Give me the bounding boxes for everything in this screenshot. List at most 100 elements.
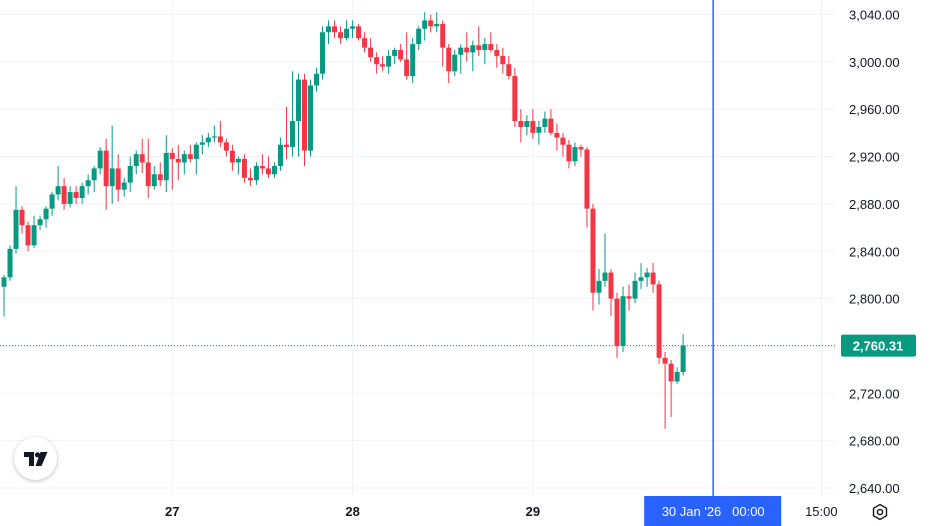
candle[interactable] — [13, 186, 19, 254]
candle[interactable] — [259, 154, 265, 175]
candle[interactable] — [356, 23, 362, 41]
candle[interactable] — [614, 292, 620, 358]
candle[interactable] — [434, 12, 440, 33]
candle[interactable] — [61, 177, 67, 210]
candle[interactable] — [566, 139, 572, 169]
candle[interactable] — [650, 263, 656, 293]
candle[interactable] — [452, 50, 458, 77]
candle[interactable] — [314, 67, 320, 92]
candle[interactable] — [626, 284, 632, 311]
candle[interactable] — [121, 177, 127, 197]
candle[interactable] — [524, 115, 530, 136]
candle[interactable] — [73, 186, 79, 204]
candle[interactable] — [404, 32, 410, 80]
candle[interactable] — [271, 162, 277, 178]
candles[interactable] — [1, 12, 686, 429]
candle[interactable] — [295, 73, 301, 157]
candle[interactable] — [211, 125, 217, 143]
candle[interactable] — [31, 215, 37, 248]
candle[interactable] — [133, 150, 139, 175]
candle[interactable] — [265, 156, 271, 178]
candle[interactable] — [584, 147, 590, 228]
candle[interactable] — [241, 154, 247, 183]
price-axis[interactable] — [835, 0, 929, 526]
candle[interactable] — [416, 26, 422, 51]
candle[interactable] — [217, 121, 223, 148]
candle[interactable] — [674, 367, 680, 384]
candle[interactable] — [19, 206, 25, 234]
candle[interactable] — [464, 32, 470, 62]
candle[interactable] — [338, 26, 344, 45]
candle[interactable] — [79, 182, 85, 204]
candle[interactable] — [470, 40, 476, 72]
candle[interactable] — [608, 269, 614, 317]
candle[interactable] — [680, 334, 686, 376]
candle[interactable] — [656, 280, 662, 364]
candle[interactable] — [482, 38, 488, 65]
candle[interactable] — [289, 71, 295, 157]
candle[interactable] — [283, 106, 289, 159]
candle[interactable] — [247, 168, 253, 187]
candle[interactable] — [542, 111, 548, 133]
candle[interactable] — [638, 263, 644, 290]
candle[interactable] — [187, 144, 193, 163]
candle[interactable] — [302, 73, 307, 167]
candle[interactable] — [175, 144, 181, 181]
candle[interactable] — [440, 20, 446, 67]
candle[interactable] — [428, 14, 434, 33]
candle[interactable] — [668, 360, 674, 417]
candle[interactable] — [386, 50, 392, 74]
candle[interactable] — [181, 150, 187, 175]
candle[interactable] — [157, 162, 163, 187]
candle[interactable] — [476, 26, 482, 56]
candle[interactable] — [368, 38, 374, 62]
candle[interactable] — [205, 132, 211, 148]
candle[interactable] — [458, 44, 464, 74]
candle[interactable] — [422, 12, 428, 41]
candle[interactable] — [103, 138, 109, 210]
candle[interactable] — [362, 32, 368, 53]
candle[interactable] — [193, 142, 199, 175]
candle[interactable] — [380, 55, 386, 72]
candle[interactable] — [350, 20, 356, 39]
candle[interactable] — [506, 55, 512, 80]
candle[interactable] — [163, 135, 169, 193]
candle[interactable] — [253, 162, 259, 185]
candle[interactable] — [548, 109, 554, 136]
settings-gear-icon[interactable] — [869, 501, 891, 523]
candle[interactable] — [662, 351, 668, 429]
candle[interactable] — [494, 44, 500, 68]
candle[interactable] — [25, 221, 31, 252]
candle[interactable] — [344, 20, 350, 41]
candle[interactable] — [392, 47, 398, 65]
candle[interactable] — [590, 203, 596, 311]
candle[interactable] — [139, 138, 145, 174]
candle[interactable] — [85, 174, 91, 195]
candle[interactable] — [578, 144, 584, 157]
candle[interactable] — [109, 125, 115, 204]
candle[interactable] — [488, 32, 494, 53]
candle[interactable] — [410, 38, 416, 84]
candle[interactable] — [602, 233, 608, 287]
candle[interactable] — [308, 79, 314, 157]
candle[interactable] — [632, 272, 638, 304]
candle[interactable] — [55, 166, 61, 201]
candle[interactable] — [512, 67, 518, 127]
candle[interactable] — [229, 144, 235, 171]
candle[interactable] — [1, 274, 7, 317]
candle[interactable] — [97, 147, 103, 175]
candle[interactable] — [127, 156, 133, 193]
candle[interactable] — [500, 47, 506, 74]
candle[interactable] — [446, 44, 452, 84]
candle[interactable] — [145, 138, 151, 198]
candle[interactable] — [644, 267, 650, 287]
candle[interactable] — [151, 166, 157, 190]
candle[interactable] — [536, 121, 542, 145]
candle[interactable] — [115, 154, 121, 202]
candle[interactable] — [560, 132, 566, 157]
candle[interactable] — [596, 269, 602, 305]
candle[interactable] — [235, 156, 241, 175]
candle[interactable] — [91, 166, 97, 193]
candle[interactable] — [7, 245, 13, 281]
